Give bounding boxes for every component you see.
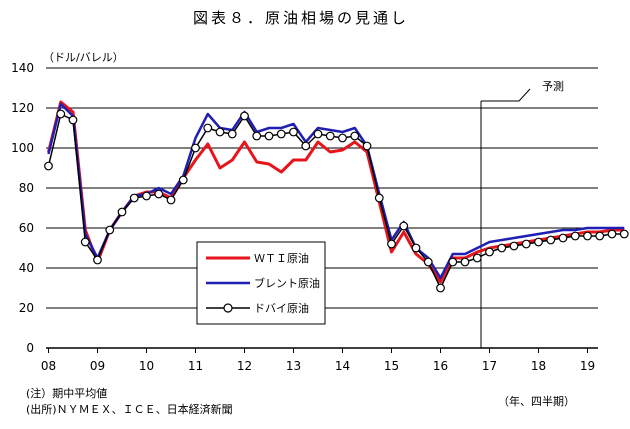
- data-point: [313, 129, 323, 139]
- data-point: [203, 123, 213, 133]
- y-tick-label: 20: [19, 301, 34, 315]
- x-tick-label: 10: [139, 359, 154, 373]
- data-point: [129, 193, 139, 203]
- data-point: [534, 237, 543, 247]
- data-point: [374, 193, 384, 203]
- x-tick-label: 11: [188, 359, 203, 373]
- data-point: [80, 237, 90, 247]
- data-point: [276, 129, 286, 139]
- legend-label-dubai: ドバイ原油: [254, 301, 309, 315]
- y-tick-label: 0: [26, 341, 34, 355]
- data-point: [56, 109, 66, 119]
- data-point: [154, 189, 164, 199]
- gridlines: [46, 67, 598, 349]
- x-tick-label: 09: [90, 359, 105, 373]
- y-tick-label: 120: [11, 101, 34, 115]
- data-point: [583, 231, 592, 241]
- data-point: [227, 129, 237, 139]
- data-point: [166, 195, 176, 205]
- data-point: [325, 131, 335, 141]
- data-point: [117, 207, 127, 217]
- legend-label-brent: ブレント原油: [254, 276, 320, 290]
- x-tick-label: 18: [531, 359, 546, 373]
- data-point: [264, 131, 274, 141]
- data-point: [338, 133, 347, 143]
- x-tick-label: 13: [286, 359, 301, 373]
- y-tick-label: 40: [19, 261, 34, 275]
- data-point: [558, 233, 568, 243]
- data-point: [68, 115, 78, 125]
- footnote-source: (出所)ＮＹＭＥＸ、ＩＣＥ、日本経済新聞: [26, 402, 233, 416]
- series-1: [47, 102, 625, 280]
- data-point: [178, 175, 188, 185]
- data-point: [436, 283, 445, 293]
- series-0: [47, 100, 625, 284]
- footnote-note: (注）期中平均値: [26, 386, 107, 400]
- y-tick-label: 80: [19, 181, 34, 195]
- data-point: [44, 161, 53, 171]
- x-axis-label: （年、四半期）: [498, 394, 575, 408]
- data-point: [485, 247, 494, 257]
- y-tick-label: 60: [19, 221, 34, 235]
- series-2: [44, 109, 629, 293]
- data-point: [509, 241, 519, 251]
- data-point: [570, 231, 580, 241]
- data-point: [350, 131, 360, 141]
- x-tick-label: 08: [41, 359, 56, 373]
- data-point: [105, 225, 115, 235]
- x-tick-label: 12: [237, 359, 252, 373]
- data-point: [387, 239, 396, 249]
- data-point: [362, 141, 372, 151]
- data-point: [607, 229, 617, 239]
- data-point: [460, 257, 470, 267]
- y-tick-label: 100: [11, 141, 34, 155]
- x-tick-label: 19: [580, 359, 595, 373]
- data-point: [423, 257, 433, 267]
- data-point: [301, 141, 311, 151]
- data-point: [399, 221, 409, 231]
- legend-marker-dubai: [223, 303, 233, 313]
- data-point: [497, 243, 507, 253]
- data-point: [240, 111, 249, 121]
- series-line: [47, 100, 625, 284]
- data-point: [448, 257, 458, 267]
- x-tick-label: 17: [482, 359, 497, 373]
- x-tick-label: 15: [384, 359, 399, 373]
- x-tick-label: 16: [433, 359, 448, 373]
- data-point: [546, 235, 556, 245]
- x-tick-label: 14: [335, 359, 350, 373]
- y-tick-label: 140: [11, 61, 34, 75]
- data-point: [191, 143, 200, 153]
- data-point: [93, 255, 102, 265]
- y-axis-label: （ドル/バレル）: [43, 51, 124, 64]
- data-point: [619, 229, 629, 239]
- legend-label-wti: ＷＴＩ原油: [254, 251, 309, 265]
- data-point: [252, 131, 262, 141]
- series-layer: [44, 100, 629, 293]
- forecast-callout-line: [481, 88, 531, 102]
- data-point: [472, 253, 482, 263]
- chart-title: 図表８．原油相場の見通し: [193, 9, 409, 27]
- forecast-label: 予測: [542, 79, 564, 93]
- data-point: [142, 191, 151, 201]
- data-point: [521, 239, 531, 249]
- data-point: [595, 231, 605, 241]
- series-line: [47, 102, 625, 280]
- axis-ticks: 0 20 40 60 80 100 120 140 08 09 10 11 12 13 14 15 16 17 18…: [11, 61, 595, 373]
- data-point: [289, 127, 298, 137]
- data-point: [215, 127, 225, 137]
- data-point: [411, 243, 421, 253]
